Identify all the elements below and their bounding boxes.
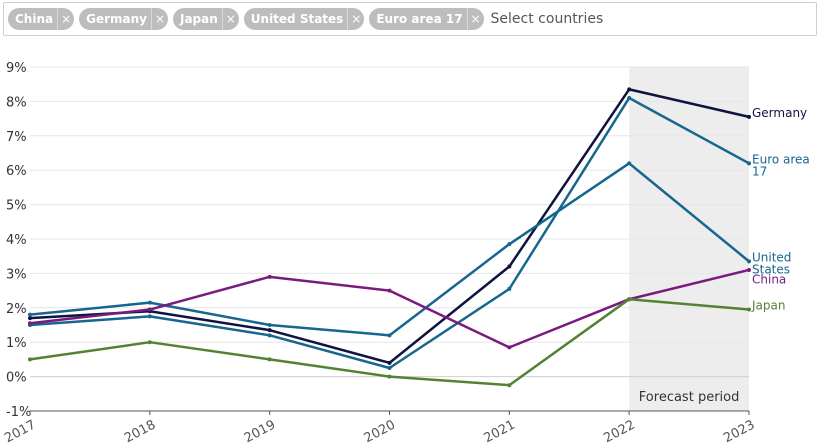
x-tick-label: 2023 xyxy=(721,418,757,445)
data-point-germany xyxy=(267,328,272,333)
chip-euro-area-17: Euro area 17 × xyxy=(369,8,484,30)
data-point-japan xyxy=(147,340,152,345)
chip-japan: Japan × xyxy=(172,8,239,30)
data-point-united-states xyxy=(747,259,751,264)
data-point-euro-area-17 xyxy=(147,314,152,319)
data-point-euro-area-17 xyxy=(507,286,512,291)
series-label-euro-area-17: Euro area 17 xyxy=(752,152,810,178)
remove-chip-euro-area-17-icon[interactable]: × xyxy=(466,8,484,30)
chip-germany: Germany × xyxy=(79,8,168,30)
y-axis: -1% 0% 1% 2% 3% 4% 5% 6% 7% 8% 9% xyxy=(6,61,31,420)
chip-label: Japan xyxy=(179,12,218,26)
data-point-germany xyxy=(747,114,751,119)
y-tick-label: 5% xyxy=(6,199,27,214)
chip-united-states: United States × xyxy=(243,8,365,30)
y-tick-label: 2% xyxy=(6,302,27,317)
data-point-china xyxy=(747,267,751,272)
x-tick-label: 2019 xyxy=(242,418,278,445)
y-tick-label: 0% xyxy=(6,371,27,386)
data-point-japan xyxy=(267,357,272,362)
data-point-china xyxy=(507,345,512,350)
x-tick-label: 2022 xyxy=(601,418,637,445)
data-point-japan xyxy=(747,307,751,312)
data-point-germany xyxy=(387,360,392,365)
data-point-euro-area-17 xyxy=(267,333,272,338)
x-tick-label: 2021 xyxy=(482,418,518,445)
data-point-china xyxy=(387,288,392,293)
data-point-united-states xyxy=(387,333,392,338)
series-label-united-states: United States xyxy=(752,250,791,276)
data-point-china xyxy=(28,321,32,326)
series-label-china: China xyxy=(752,272,786,286)
forecast-period-label: Forecast period xyxy=(639,390,740,405)
y-tick-label: 3% xyxy=(6,267,27,282)
series-united-states xyxy=(28,161,751,338)
y-tick-label: 8% xyxy=(6,95,27,110)
remove-chip-china-icon[interactable]: × xyxy=(57,8,74,30)
y-tick-label: -1% xyxy=(6,405,31,420)
data-point-germany xyxy=(28,316,32,321)
data-point-germany xyxy=(507,264,512,269)
remove-chip-japan-icon[interactable]: × xyxy=(221,8,239,30)
data-point-japan xyxy=(507,383,512,388)
data-point-united-states xyxy=(627,161,632,166)
data-point-japan xyxy=(28,357,32,362)
data-point-euro-area-17 xyxy=(747,161,751,166)
chip-label: China xyxy=(15,12,54,26)
data-point-china xyxy=(267,274,272,279)
data-point-united-states xyxy=(28,312,32,317)
series-group xyxy=(28,87,751,388)
series-euro-area-17 xyxy=(28,95,751,370)
remove-chip-united-states-icon[interactable]: × xyxy=(347,8,364,30)
data-point-china xyxy=(147,307,152,312)
chip-label: Euro area 17 xyxy=(376,12,463,26)
y-tick-label: 7% xyxy=(6,130,27,145)
select-countries-input[interactable] xyxy=(488,11,663,27)
y-tick-label: 4% xyxy=(6,233,27,248)
x-tick-label: 2017 xyxy=(2,418,38,445)
chip-label: United States xyxy=(250,12,344,26)
y-tick-label: 9% xyxy=(6,61,27,76)
data-point-united-states xyxy=(147,300,152,305)
remove-chip-germany-icon[interactable]: × xyxy=(150,8,168,30)
data-point-euro-area-17 xyxy=(627,95,632,100)
x-axis: 2017 2018 2019 2020 2021 2022 2023 xyxy=(2,410,757,445)
data-point-united-states xyxy=(267,323,272,327)
data-point-euro-area-17 xyxy=(387,366,392,370)
series-label-germany: Germany xyxy=(752,106,807,120)
country-filter-bar[interactable]: China × Germany × Japan × United States … xyxy=(3,2,817,36)
x-tick-label: 2018 xyxy=(122,418,158,445)
chip-china: China × xyxy=(8,8,75,30)
y-tick-label: 1% xyxy=(6,336,27,351)
series-japan xyxy=(28,297,751,388)
data-point-germany xyxy=(627,87,632,92)
data-point-united-states xyxy=(507,242,512,247)
growth-line-chart: -1% 0% 1% 2% 3% 4% 5% 6% 7% 8% 9% 2017 2018 2019 2020… xyxy=(2,61,810,445)
data-point-japan xyxy=(387,374,392,379)
x-tick-label: 2020 xyxy=(362,418,398,445)
data-point-japan xyxy=(627,297,632,302)
chip-label: Germany xyxy=(86,12,147,26)
series-label-japan: Japan xyxy=(751,299,785,313)
y-tick-label: 6% xyxy=(6,164,27,179)
